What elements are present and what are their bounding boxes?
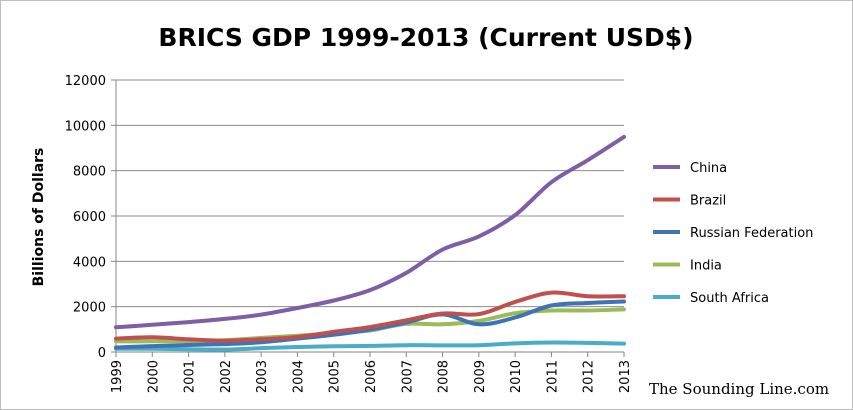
x-tick-label: 2003 (255, 360, 270, 393)
x-tick-label: 2009 (473, 360, 488, 393)
y-tick-label: 12000 (65, 74, 106, 89)
legend-label-south-africa: South Africa (690, 291, 769, 306)
series-lines (114, 134, 626, 352)
y-tick-label: 10000 (65, 119, 106, 134)
axes (111, 79, 625, 357)
y-tick-label: 6000 (73, 210, 106, 225)
x-tick-label: 2007 (400, 360, 415, 393)
x-tick-label: 2000 (146, 360, 161, 393)
legend: China Brazil Russian Federation India South … (653, 161, 813, 306)
y-tick-labels: 0 2000 4000 6000 8000 10000 12000 (65, 74, 106, 361)
x-tick-labels: 1999 2000 2001 2002 2003 2004 2005 2006 2007 2008… (110, 360, 633, 393)
legend-label-india: India (690, 259, 722, 274)
y-tick-label: 8000 (73, 165, 106, 180)
watermark-text: The Sounding Line.com (649, 380, 829, 398)
legend-label-china: China (690, 161, 727, 176)
x-tick-label: 2013 (618, 360, 633, 393)
x-tick-label: 2004 (291, 360, 306, 393)
series-line-china (114, 134, 626, 330)
x-tick-label: 1999 (110, 360, 125, 393)
legend-label-russian-federation: Russian Federation (690, 226, 813, 241)
gridlines (116, 79, 624, 308)
x-tick-label: 2005 (328, 360, 343, 393)
y-tick-label: 2000 (73, 301, 106, 316)
x-tick-label: 2011 (545, 360, 560, 393)
x-tick-label: 2012 (582, 360, 597, 393)
y-tick-label: 0 (98, 346, 106, 361)
y-axis-label: Billions of Dollars (31, 148, 47, 287)
chart-title: BRICS GDP 1999-2013 (Current USD$) (158, 23, 693, 52)
series-line-russian-federation (114, 299, 626, 350)
x-tick-label: 2010 (509, 360, 524, 393)
x-tick-label: 2008 (437, 360, 452, 393)
x-tick-label: 2002 (219, 360, 234, 393)
x-tick-label: 2006 (364, 360, 379, 393)
series-line-south-africa (114, 340, 626, 352)
legend-label-brazil: Brazil (690, 194, 726, 209)
x-tick-label: 2001 (183, 360, 198, 393)
series-line-brazil (114, 290, 626, 343)
y-tick-label: 4000 (73, 255, 106, 270)
